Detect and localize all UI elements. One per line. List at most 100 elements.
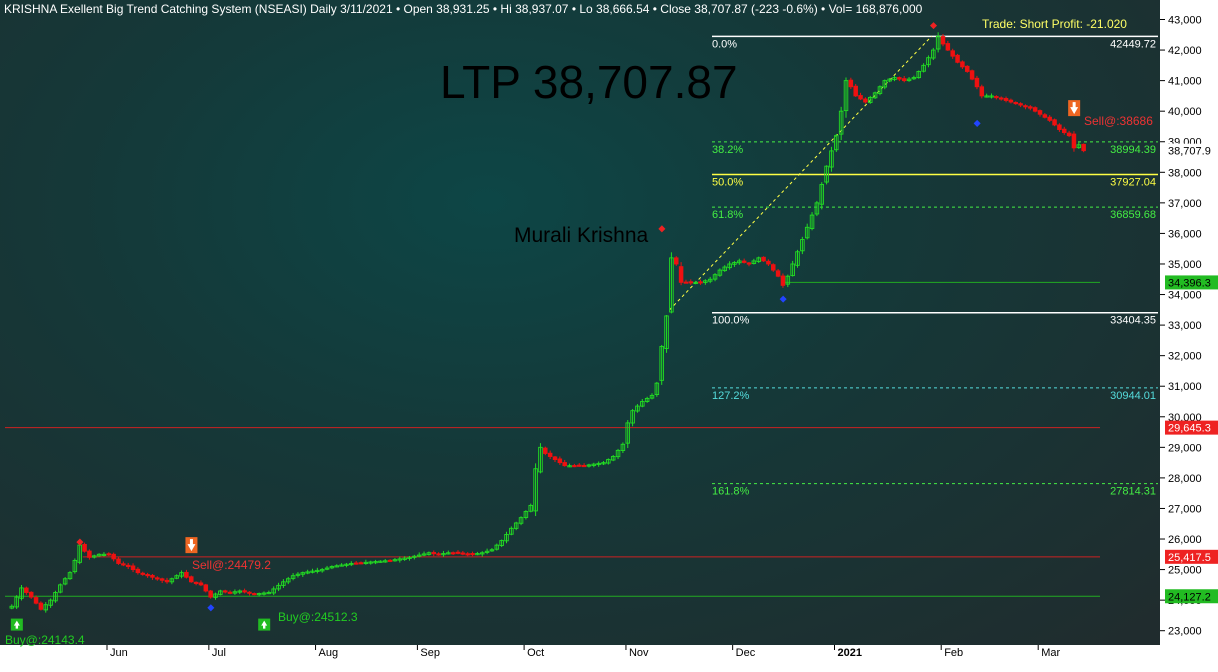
candle-body xyxy=(572,465,577,468)
candle-body xyxy=(630,410,635,424)
candle-body xyxy=(290,575,296,579)
candle-body xyxy=(703,280,708,283)
candle-body xyxy=(775,270,781,277)
candle-body xyxy=(116,558,121,564)
candle-body xyxy=(213,593,218,598)
y-tick-label: 37,000 xyxy=(1168,198,1202,210)
candle-body xyxy=(87,550,92,558)
fib-value-label: 36859.68 xyxy=(1110,209,1156,221)
candle-body xyxy=(669,257,674,313)
price-tag xyxy=(1165,143,1218,158)
candle-body xyxy=(218,590,223,595)
candle-body xyxy=(780,275,786,286)
candle-body xyxy=(198,582,204,586)
fib-pct-label: 161.8% xyxy=(712,486,750,498)
candle-body xyxy=(339,564,344,567)
candle-body xyxy=(368,561,373,564)
x-tick-label: Aug xyxy=(319,647,339,659)
candle-body xyxy=(921,64,926,72)
time-axis[interactable]: Jun Jul Aug Sep Oct Nov Dec 2021 Feb Mar xyxy=(106,645,1060,659)
candlestick-series xyxy=(9,32,1086,613)
candle-body xyxy=(373,561,378,564)
y-tick-label: 29,000 xyxy=(1168,442,1202,454)
time-axis-bg xyxy=(0,645,1160,672)
candle-body xyxy=(829,150,834,168)
candle-body xyxy=(256,593,262,596)
x-tick-label: Feb xyxy=(944,647,963,659)
candle-body xyxy=(455,551,461,554)
trough-marker xyxy=(973,119,981,127)
candle-body xyxy=(266,592,272,595)
candle-body xyxy=(756,257,761,262)
candle-body xyxy=(232,591,238,594)
candle-body xyxy=(140,572,145,575)
candle-body xyxy=(1013,102,1019,105)
candle-body xyxy=(412,555,417,558)
candle-body xyxy=(261,592,267,595)
candle-body xyxy=(319,569,325,572)
candle-body xyxy=(1028,106,1033,109)
candle-body xyxy=(615,449,621,458)
candle-body xyxy=(392,559,398,562)
fib-pct-label: 0.0% xyxy=(712,38,737,50)
candle-body xyxy=(911,77,917,80)
candle-body xyxy=(271,588,276,594)
candle-body xyxy=(441,553,446,556)
price-tag-label: 24,127.2 xyxy=(1168,591,1211,603)
candle-body xyxy=(528,504,534,512)
candle-body xyxy=(106,553,112,556)
candle-body xyxy=(237,590,242,593)
candle-body xyxy=(547,452,553,457)
candle-body xyxy=(877,86,883,94)
candle-body xyxy=(164,579,170,583)
candle-body xyxy=(1008,99,1014,103)
candle-body xyxy=(1057,124,1062,130)
candle-body xyxy=(863,98,868,103)
candle-body xyxy=(901,78,907,82)
fib-value-label: 33404.35 xyxy=(1110,315,1156,327)
candle-body xyxy=(1023,105,1028,108)
candle-body xyxy=(698,281,703,284)
candle-body xyxy=(19,587,24,599)
fib-value-label: 27814.31 xyxy=(1110,486,1156,498)
candle-body xyxy=(940,36,946,45)
candle-body xyxy=(130,565,136,571)
candle-body xyxy=(499,540,504,546)
candle-body xyxy=(872,92,878,99)
author-label: Murali Krishna xyxy=(514,224,649,247)
candle-body xyxy=(897,77,902,80)
candle-body xyxy=(480,552,485,555)
candle-body xyxy=(121,563,126,566)
candle-body xyxy=(14,596,19,608)
candle-body xyxy=(819,184,825,205)
y-tick-label: 43,000 xyxy=(1168,15,1202,27)
candle-body xyxy=(324,567,330,570)
candle-body xyxy=(1018,103,1023,106)
candle-body xyxy=(28,591,34,598)
candle-body xyxy=(504,533,509,542)
candle-body xyxy=(586,464,592,467)
candle-body xyxy=(843,80,849,112)
candle-body xyxy=(795,251,800,266)
candle-body xyxy=(222,590,228,593)
candle-body xyxy=(635,405,640,412)
candle-body xyxy=(717,269,723,276)
candle-body xyxy=(145,574,150,577)
candle-body xyxy=(688,281,694,284)
fib-layer: 0.0% 42449.72 38.2% 38994.39 50.0% 37927.04 61… xyxy=(712,35,1158,498)
candle-body xyxy=(329,566,335,569)
candle-body xyxy=(848,79,854,88)
candle-body xyxy=(606,459,611,464)
y-tick-label: 25,000 xyxy=(1168,565,1202,577)
candle-body xyxy=(193,581,199,584)
candle-body xyxy=(610,456,616,461)
peak-marker xyxy=(658,225,666,233)
candle-body xyxy=(916,71,922,79)
x-tick-label: Oct xyxy=(527,647,544,659)
candle-body xyxy=(989,95,994,98)
trough-marker xyxy=(779,295,787,303)
y-tick-label: 28,000 xyxy=(1168,473,1202,485)
candle-body xyxy=(935,35,941,50)
